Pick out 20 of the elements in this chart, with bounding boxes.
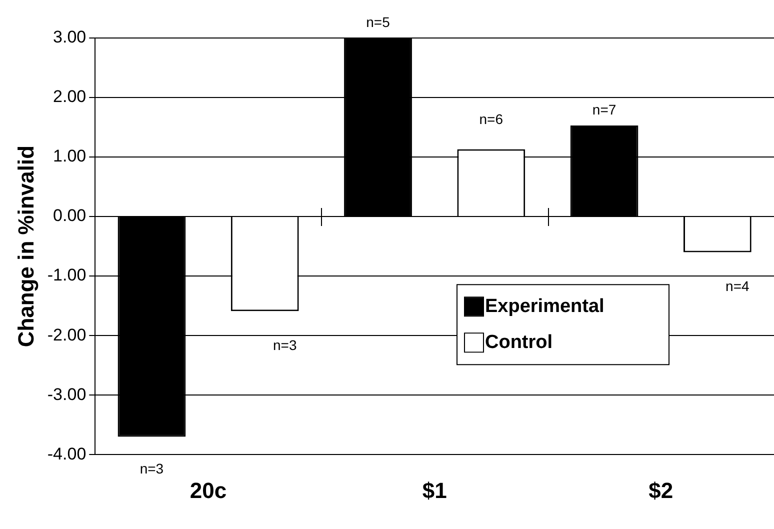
- y-tick-label: 1.00: [53, 146, 86, 166]
- y-tick-label: -4.00: [47, 444, 86, 464]
- y-tick-label: 2.00: [53, 87, 86, 106]
- annotation: n=7: [592, 101, 616, 118]
- legend-label: Experimental: [485, 296, 604, 317]
- x-tick-label: 20c: [190, 478, 227, 503]
- annotation: n=3: [272, 337, 297, 354]
- y-tick-label: -2.00: [47, 325, 86, 344]
- legend-label: Control: [485, 332, 553, 353]
- y-tick-label: 0.00: [53, 206, 86, 226]
- y-tick-label: 3.00: [53, 28, 86, 47]
- annotation: n=4: [726, 278, 750, 294]
- x-tick-label: $1: [422, 478, 447, 503]
- y-tick-label: -3.00: [47, 384, 86, 404]
- text: n=5: [366, 14, 390, 30]
- x-tick-label: $2: [648, 478, 674, 503]
- y-tick-label: -1.00: [47, 266, 86, 285]
- y-axis-title: Change in %invalid: [13, 145, 38, 348]
- text: n=3: [140, 460, 164, 477]
- annotation: n=6: [479, 111, 504, 128]
